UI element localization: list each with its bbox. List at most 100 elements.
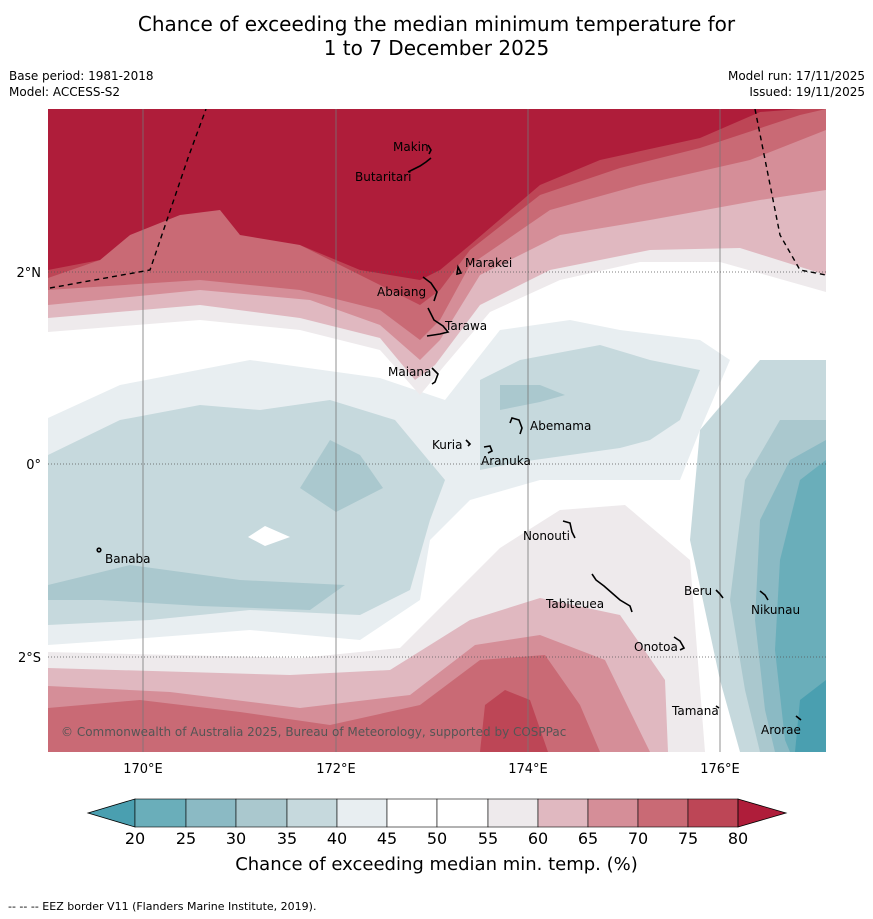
- copyright-note: © Commonwealth of Australia 2025, Bureau…: [61, 725, 566, 739]
- label-maiana: Maiana: [388, 365, 431, 379]
- model-name: Model: ACCESS-S2: [9, 85, 121, 99]
- colorbar-swatch-45-50: [386, 798, 438, 828]
- footer-note: -- -- -- EEZ border V11 (Flanders Marine…: [8, 900, 317, 913]
- eez-border: [49, 109, 826, 289]
- cb-tick-65: 65: [578, 829, 598, 848]
- lon-tick-174: 174°E: [508, 762, 548, 777]
- label-marakei: Marakei: [465, 256, 512, 270]
- island-kuria: [465, 439, 472, 447]
- lon-tick-labels: 170°E 172°E 174°E 176°E: [123, 762, 740, 777]
- islands: [96, 144, 802, 721]
- label-beru: Beru: [684, 584, 712, 598]
- model-run: Model run: 17/11/2025: [727, 69, 865, 83]
- colorbar-low-arrow: [86, 798, 136, 828]
- colorbar-swatch-75-80: [687, 798, 739, 828]
- cb-tick-35: 35: [277, 829, 297, 848]
- title-line-1: Chance of exceeding the median minimum t…: [137, 12, 736, 36]
- lon-tick-172: 172°E: [316, 762, 356, 777]
- island-maiana: [431, 367, 439, 385]
- contour-east-20: [795, 680, 826, 752]
- contour-south-75: [480, 690, 548, 752]
- contour-blank-hole: [248, 526, 290, 546]
- colorbar-swatch-50-55: [436, 798, 489, 828]
- label-aranuka: Aranuka: [481, 454, 531, 468]
- meta-right: Model run: 17/11/2025 Issued: 19/11/2025: [728, 68, 865, 100]
- island-beru: [715, 589, 724, 599]
- lat-tick-2s: 2°S: [18, 651, 41, 666]
- label-arorae: Arorae: [761, 723, 801, 737]
- gridlines: [142, 109, 721, 752]
- colorbar-swatch-30-35: [235, 798, 288, 828]
- island-banaba: [96, 547, 102, 553]
- label-makin: Makin: [393, 140, 429, 154]
- lat-tick-labels: 2°N 0° 2°S: [17, 266, 42, 666]
- colorbar-swatch-55-60: [487, 798, 539, 828]
- cb-tick-80: 80: [728, 829, 748, 848]
- label-kuria: Kuria: [432, 438, 463, 452]
- contour-north-80: [48, 109, 800, 280]
- cb-tick-30: 30: [226, 829, 246, 848]
- lat-tick-0: 0°: [26, 458, 41, 473]
- island-abaiang: [422, 276, 438, 302]
- island-onotoa: [673, 636, 686, 651]
- cb-tick-45: 45: [377, 829, 397, 848]
- island-tarawa: [426, 307, 450, 337]
- colorbar-swatch-60-65: [537, 798, 589, 828]
- island-marakei: [456, 264, 463, 276]
- island-abemama: [509, 417, 523, 435]
- colorbar-swatch-20-25: [134, 798, 187, 828]
- map-area: Makin Butaritari Marakei Abaiang Tarawa …: [48, 109, 826, 752]
- lon-tick-176: 176°E: [700, 762, 740, 777]
- lon-tick-170: 170°E: [123, 762, 163, 777]
- cb-tick-20: 20: [125, 829, 145, 848]
- island-aranuka: [483, 445, 494, 454]
- island-arorae: [795, 715, 802, 721]
- colorbar: 20 25 30 35 40 45 50 55 60 65 70 75 80: [86, 798, 788, 848]
- cb-tick-25: 25: [176, 829, 196, 848]
- label-nikunau: Nikunau: [751, 603, 800, 617]
- cb-tick-55: 55: [478, 829, 498, 848]
- island-nikunau: [759, 590, 769, 601]
- label-banaba: Banaba: [105, 552, 151, 566]
- island-butaritari: [407, 157, 432, 173]
- contour-east-25: [775, 460, 826, 752]
- cb-tick-40: 40: [327, 829, 347, 848]
- cb-tick-50: 50: [427, 829, 447, 848]
- colorbar-swatch-25-30: [185, 798, 237, 828]
- label-abemama: Abemama: [530, 419, 591, 433]
- map-title: Chance of exceeding the median minimum t…: [0, 12, 873, 60]
- island-makin: [427, 144, 432, 155]
- cb-tick-70: 70: [628, 829, 648, 848]
- contour-center-35: [48, 385, 565, 610]
- lat-gridlines: [48, 271, 826, 658]
- cb-tick-75: 75: [678, 829, 698, 848]
- label-nonouti: Nonouti: [523, 529, 570, 543]
- island-tamana: [715, 705, 720, 709]
- label-tabiteuea: Tabiteuea: [545, 597, 604, 611]
- eez-border-east: [754, 109, 826, 276]
- cb-tick-60: 60: [528, 829, 548, 848]
- contour-south-70: [48, 655, 600, 752]
- colorbar-swatch-65-70: [587, 798, 639, 828]
- label-onotoa: Onotoa: [634, 640, 678, 654]
- title-line-2: 1 to 7 December 2025: [323, 36, 550, 60]
- label-tarawa: Tarawa: [444, 319, 487, 333]
- eez-border-west: [49, 109, 207, 289]
- colorbar-swatch-40-45: [336, 798, 388, 828]
- colorbar-swatch-70-75: [637, 798, 689, 828]
- lat-tick-2n: 2°N: [17, 266, 42, 281]
- label-tamana: Tamana: [671, 704, 719, 718]
- colorbar-swatch-35-40: [286, 798, 338, 828]
- issued-date: Issued: 19/11/2025: [749, 85, 865, 99]
- island-nonouti: [562, 520, 576, 539]
- meta-left: Base period: 1981-2018 Model: ACCESS-S2: [9, 68, 154, 100]
- label-butaritari: Butaritari: [355, 170, 412, 184]
- base-period: Base period: 1981-2018: [9, 69, 154, 83]
- label-abaiang: Abaiang: [377, 285, 426, 299]
- colorbar-label: Chance of exceeding median min. temp. (%…: [235, 854, 638, 875]
- colorbar-tick-labels: 20 25 30 35 40 45 50 55 60 65 70 75 80: [125, 829, 748, 848]
- colorbar-high-arrow: [737, 798, 788, 828]
- place-labels: Makin Butaritari Marakei Abaiang Tarawa …: [105, 140, 801, 737]
- island-tabiteuea: [591, 573, 633, 613]
